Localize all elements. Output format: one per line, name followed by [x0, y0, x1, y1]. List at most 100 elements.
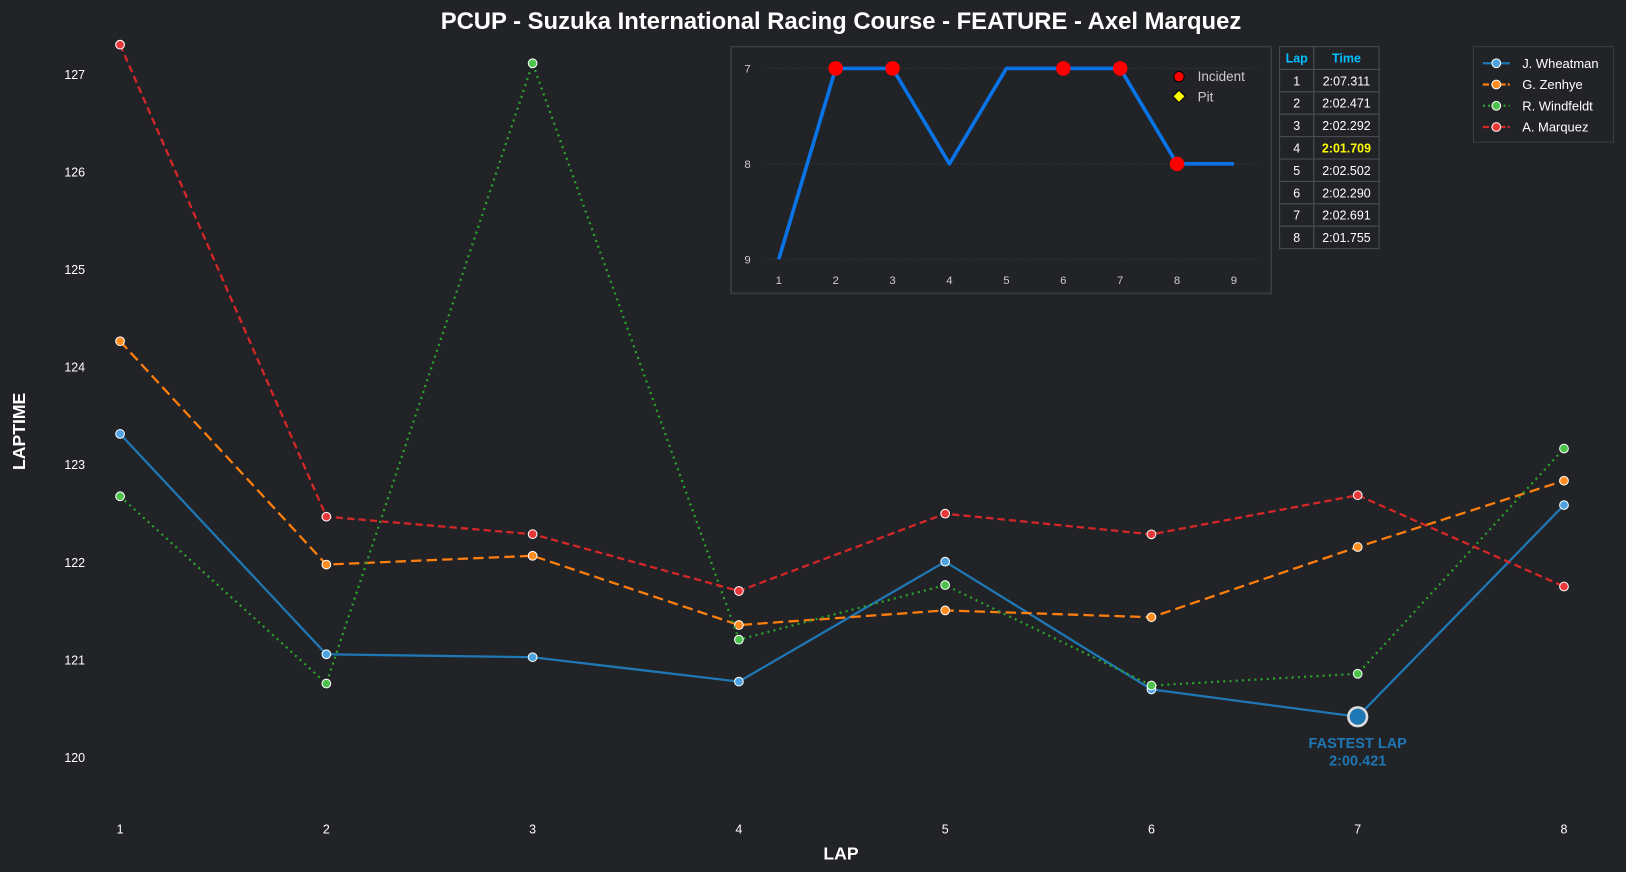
x-tick-label: 5	[942, 823, 949, 837]
inset-x-tick-label: 9	[1231, 275, 1237, 287]
pit-legend-label: Pit	[1198, 90, 1214, 105]
inset-x-tick-label: 4	[946, 275, 952, 287]
pit-legend-marker	[1172, 89, 1186, 104]
data-point	[734, 676, 744, 687]
inset-x-tick-label: 6	[1060, 275, 1066, 287]
x-tick-label: 4	[735, 823, 742, 837]
data-point	[1352, 542, 1363, 552]
incident-marker	[1112, 61, 1128, 76]
data-point	[1352, 668, 1363, 679]
x-tick-label: 1	[117, 823, 124, 837]
legend-label: A. Marquez	[1522, 120, 1588, 135]
legend-label: G. Zenhye	[1522, 77, 1582, 92]
legend-label: R. Windfeldt	[1522, 98, 1593, 113]
data-point	[734, 634, 744, 645]
table-time-cell	[1313, 225, 1380, 250]
x-tick-label: 2	[323, 823, 330, 837]
data-point	[1559, 581, 1569, 592]
table-lap: 8	[1293, 231, 1300, 245]
incident-legend-marker	[1173, 71, 1185, 83]
x-axis-label: LAP	[823, 844, 858, 864]
table-time: 2:02.691	[1322, 209, 1370, 223]
y-tick-label: 123	[64, 458, 85, 472]
inset-x-tick-label: 5	[1003, 275, 1009, 287]
table-lap: 4	[1293, 142, 1300, 156]
table-time: 2:02.471	[1322, 97, 1370, 111]
data-point	[940, 508, 951, 519]
inset-x-tick-label: 3	[889, 275, 895, 287]
inset-legend: Incident Pit	[1172, 69, 1245, 105]
inset-frame	[730, 45, 1273, 295]
inset-y-tick-label: 7	[744, 64, 750, 76]
table-time: 2:02.502	[1322, 164, 1370, 178]
data-point	[1559, 500, 1569, 510]
data-point	[940, 580, 951, 590]
table-lap: 5	[1293, 164, 1300, 178]
series-a-marquez	[115, 39, 1569, 596]
table-time: 2:01.709	[1322, 142, 1371, 156]
y-axis-label: LAPTIME	[9, 392, 29, 470]
y-tick-label: 125	[64, 263, 85, 277]
data-point	[321, 511, 332, 522]
series-line	[119, 44, 1565, 593]
incident-marker	[828, 61, 843, 76]
inset-x-tick-label: 8	[1174, 275, 1180, 287]
incident-marker	[1169, 156, 1185, 172]
data-point	[527, 58, 538, 69]
series-line	[119, 340, 1565, 627]
data-point	[940, 605, 951, 616]
table-time: 2:02.292	[1322, 119, 1370, 133]
x-tick-label: 8	[1561, 823, 1568, 837]
data-point	[321, 559, 332, 570]
inset-x-tick-label: 1	[776, 275, 782, 287]
data-point	[1559, 443, 1569, 454]
data-point	[527, 652, 538, 663]
position-line	[777, 66, 1234, 260]
fastest-lap-label: FASTEST LAP	[1309, 736, 1408, 752]
data-point	[115, 336, 125, 347]
table-lap: 6	[1293, 186, 1300, 200]
table-header: Lap	[1286, 52, 1309, 66]
legend-marker	[1491, 79, 1502, 90]
inset-x-tick-label: 2	[833, 275, 839, 287]
series-line	[119, 59, 1565, 687]
data-point	[1146, 529, 1157, 540]
fastest-lap-marker	[1347, 706, 1369, 728]
data-point	[527, 529, 538, 540]
fastest-lap-annotation: FASTEST LAP 2:00.421	[1309, 706, 1408, 769]
x-tick-label: 3	[529, 823, 536, 837]
legend-marker	[1491, 100, 1502, 111]
data-point	[734, 586, 744, 596]
inset-x-tick-label: 7	[1117, 275, 1123, 287]
data-point	[321, 649, 332, 660]
fastest-lap-value: 2:00.421	[1329, 753, 1386, 769]
data-point	[115, 491, 125, 502]
data-point	[1146, 680, 1157, 691]
y-tick-label: 122	[64, 556, 85, 570]
series-line	[119, 433, 1565, 718]
data-point	[1146, 612, 1157, 623]
incident-legend-label: Incident	[1198, 69, 1245, 84]
table-lap: 2	[1293, 97, 1300, 111]
table-lap: 7	[1293, 209, 1300, 223]
table-time: 2:02.290	[1322, 186, 1370, 200]
data-point	[115, 429, 125, 439]
x-tick-label: 6	[1148, 823, 1155, 837]
series-r-windfeldt	[115, 58, 1569, 691]
table-header: Time	[1332, 52, 1361, 66]
legend-marker	[1491, 122, 1502, 132]
table-lap: 3	[1293, 119, 1300, 133]
y-tick-label: 121	[64, 653, 85, 667]
legend: J. Wheatman G. Zenhye R. Windfeldt A. Marqu…	[1472, 46, 1614, 143]
data-point	[1559, 475, 1569, 486]
data-point	[321, 678, 332, 689]
data-point	[527, 550, 538, 561]
data-point	[115, 39, 125, 50]
legend-label: J. Wheatman	[1522, 56, 1598, 71]
chart-title: PCUP - Suzuka International Racing Cours…	[441, 8, 1242, 35]
data-point	[940, 556, 951, 567]
table-time: 2:07.311	[1323, 74, 1371, 88]
y-tick-label: 127	[64, 68, 85, 82]
